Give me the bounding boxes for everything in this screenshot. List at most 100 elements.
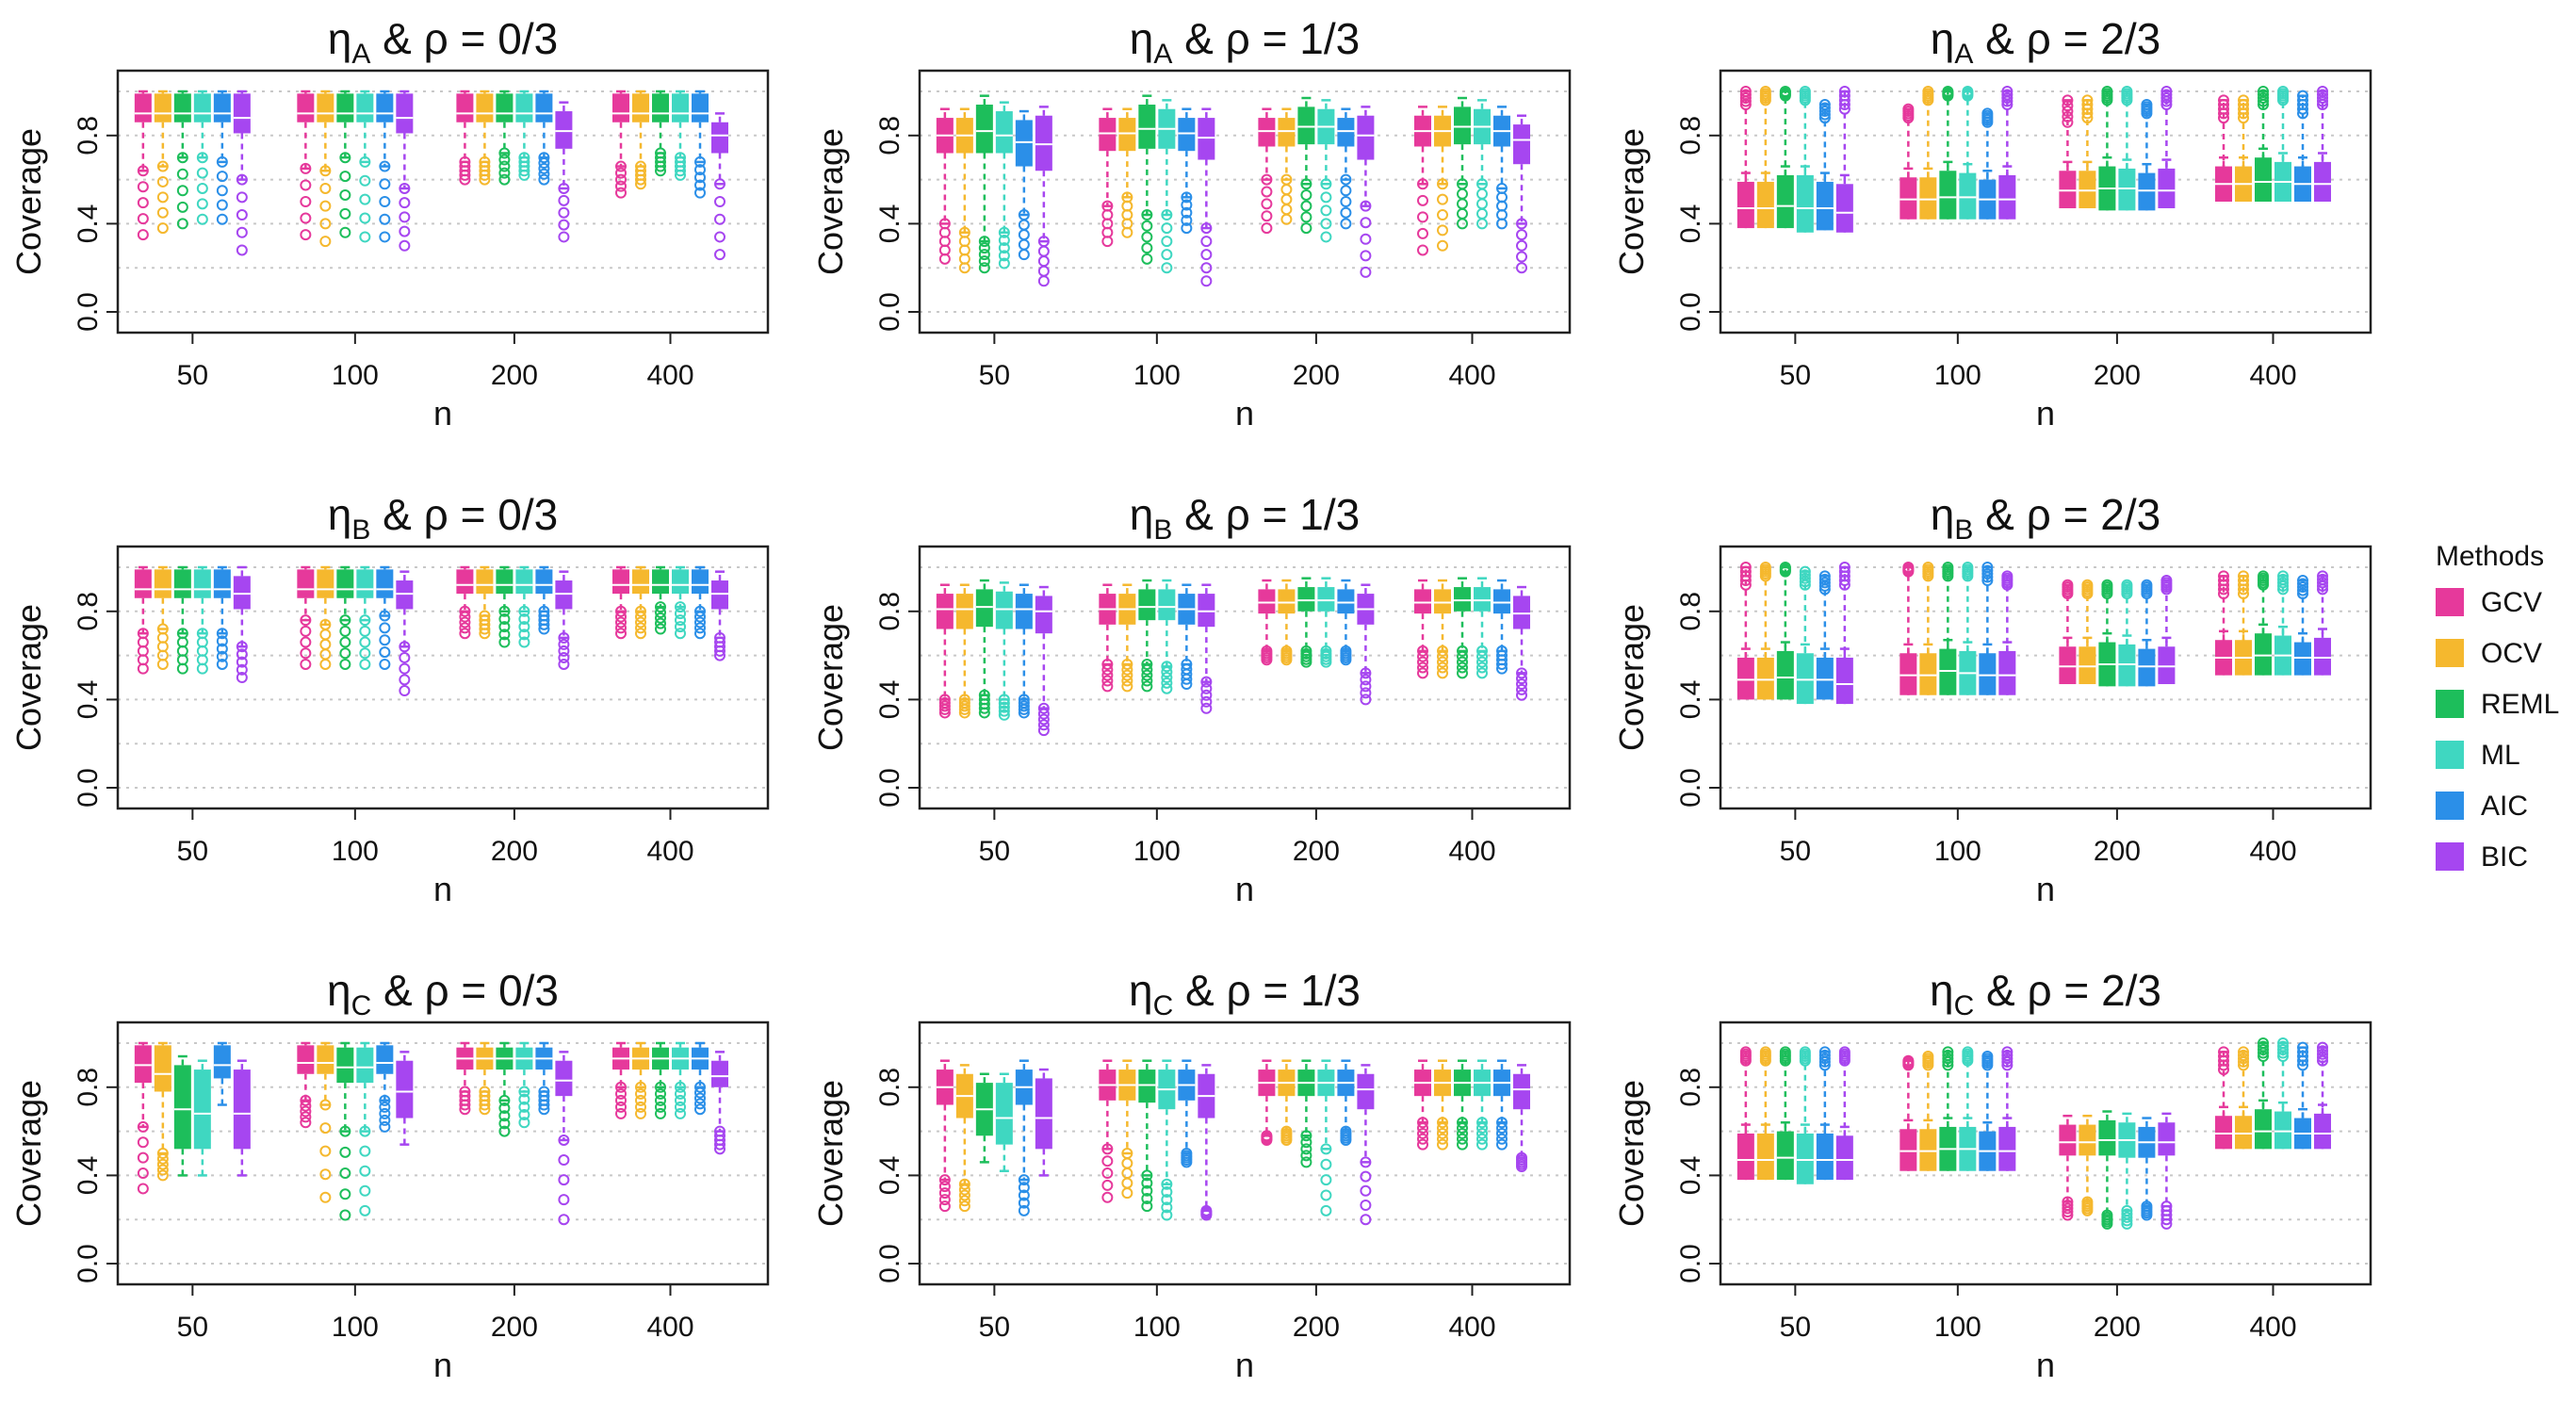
box [1756,1133,1774,1181]
outlier-point [1200,689,1213,701]
outlier-point [137,1120,149,1133]
outlier-point [978,249,990,261]
outlier-point [694,171,706,184]
outlier-point [1360,200,1372,212]
outlier-point [459,605,471,617]
x-tick-label: 50 [1780,836,1811,867]
outlier-point [1838,1046,1850,1058]
outlier-point [1838,90,1850,102]
outlier-point [236,656,248,668]
outlier-point [1739,565,1752,578]
outlier-point [538,610,550,622]
outlier-point [2297,581,2308,594]
outlier-point [694,616,706,629]
outlier-point [655,1094,666,1106]
box [1138,105,1156,149]
panel-title-eta: η [1129,966,1153,1015]
outlier-point [339,188,351,201]
outlier-point [2297,1046,2308,1058]
outlier-point [1037,275,1050,287]
box [1513,124,1530,165]
box [555,1060,573,1097]
outlier-point [1360,1214,1372,1226]
outlier-point [1360,1170,1372,1183]
outlier-point [694,1086,706,1099]
outlier-point [137,1136,149,1149]
box [1138,1069,1156,1103]
x-tick-label: 200 [1293,836,1340,867]
outlier-point [558,219,570,231]
outlier-point [1457,1117,1468,1129]
outlier-point [2277,570,2289,582]
box [1337,118,1355,147]
outlier-point [675,628,686,640]
outlier-point [1320,178,1332,190]
outlier-point [359,1145,371,1157]
outlier-point [1181,658,1193,670]
outlier-point [1141,242,1153,254]
outlier-point [1261,173,1273,186]
outlier-point [1516,667,1527,679]
outlier-point [1280,184,1293,196]
outlier-point [694,1092,706,1104]
box [1513,1073,1530,1110]
outlier-point [236,209,248,221]
box [376,569,394,598]
box [173,1065,191,1150]
outlier-point [1340,173,1352,186]
outlier-point [2218,575,2229,587]
plot-frame [116,69,770,335]
outlier-point [300,1111,312,1123]
x-tick-label: 200 [491,1312,538,1343]
outlier-point [538,157,550,170]
box [1899,653,1917,695]
outlier-point [615,173,627,186]
outlier-point [675,621,686,633]
outlier-point [498,173,511,186]
outlier-point [1902,1054,1915,1067]
box [297,1045,315,1074]
y-tick-label: 0.4 [73,204,104,244]
outlier-point [1902,562,1915,573]
outlier-point [1457,1133,1468,1145]
box [2059,646,2077,685]
outlier-point [479,610,491,622]
outlier-point [156,206,169,219]
outlier-point [498,612,511,625]
y-tick-label: 0.8 [73,1068,104,1107]
outlier-point [1037,236,1050,248]
box [336,93,354,122]
x-tick-label: 100 [332,1312,379,1343]
outlier-point [538,162,550,174]
box [1198,594,1215,628]
box [233,93,251,134]
outlier-point [1417,227,1428,239]
box [496,569,514,595]
outlier-point [1496,1117,1508,1129]
box [496,93,514,122]
panel-title: ηC & ρ = 1/3 [1129,966,1361,1021]
outlier-point [714,636,726,648]
outlier-point [615,167,627,179]
outlier-point [675,608,686,620]
outlier-point [2218,99,2229,111]
outlier-point [538,152,550,164]
outlier-point [2218,94,2229,106]
y-tick-label: 0.8 [874,116,905,155]
outlier-point [1018,696,1030,709]
y-axis-label: Coverage [811,604,850,751]
outlier-point [156,175,169,188]
outlier-point [216,658,228,670]
outlier-point [1360,694,1372,706]
x-tick-label: 100 [1133,836,1181,867]
outlier-point [1476,1138,1488,1151]
box [2138,648,2156,687]
outlier-point [1101,1155,1114,1167]
x-tick-label: 50 [177,360,208,391]
outlier-point [1818,99,1831,111]
x-axis-label: n [2036,1346,2055,1384]
x-tick-label: 400 [2249,836,2296,867]
outlier-point [1280,204,1293,216]
outlier-point [998,701,1010,713]
outlier-point [1360,250,1372,262]
